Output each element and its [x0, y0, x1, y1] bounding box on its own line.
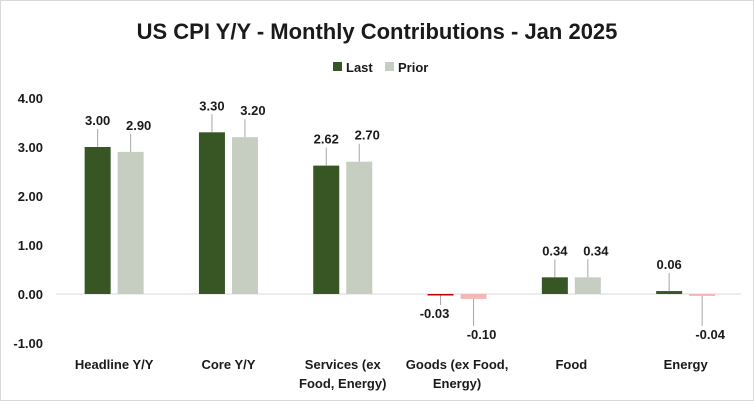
data-label: -0.10 — [467, 327, 497, 342]
data-label: 3.30 — [199, 98, 224, 113]
y-tick-label: -1.00 — [13, 336, 43, 351]
data-label: 2.62 — [314, 132, 339, 147]
x-tick-label: Food — [555, 357, 587, 372]
legend-label: Prior — [398, 60, 428, 75]
bars: 3.00 2.90 3.30 3.20 2.62 2.70 -0.03 -0.10 0.34 0.… — [84, 98, 726, 342]
bar-prior — [460, 294, 487, 299]
y-tick-label: 3.00 — [18, 140, 43, 155]
data-label: -0.04 — [695, 327, 725, 342]
y-tick-label: 2.00 — [18, 189, 43, 204]
data-label: 3.20 — [240, 103, 265, 118]
x-tick-label: Energy) — [433, 376, 481, 391]
x-tick-label: Headline Y/Y — [75, 357, 154, 372]
bar-prior — [574, 277, 601, 294]
data-label: 3.00 — [85, 113, 110, 128]
y-tick-label: 0.00 — [18, 287, 43, 302]
bar-last — [198, 132, 225, 294]
x-tick-label: Core Y/Y — [201, 357, 255, 372]
bar-prior — [689, 294, 716, 296]
y-tick-label: 4.00 — [18, 91, 43, 106]
x-tick-label: Food, Energy) — [299, 376, 386, 391]
data-label: 0.34 — [583, 243, 609, 258]
data-label: 2.90 — [126, 118, 151, 133]
x-axis: Headline Y/Y Core Y/Y Services (ex Food, En… — [75, 357, 709, 391]
legend-swatch — [333, 62, 342, 71]
x-tick-label: Energy — [664, 357, 709, 372]
legend: Last Prior — [333, 60, 428, 75]
bar-last — [427, 294, 454, 296]
bar-last — [656, 291, 683, 294]
bar-prior — [346, 161, 373, 294]
bar-last — [541, 277, 568, 294]
bar-prior — [231, 137, 258, 294]
y-tick-label: 1.00 — [18, 238, 43, 253]
chart-title: US CPI Y/Y - Monthly Contributions - Jan… — [137, 19, 618, 44]
bar-prior — [117, 151, 144, 294]
y-axis: 4.00 3.00 2.00 1.00 0.00 -1.00 — [13, 91, 43, 351]
bar-last — [84, 147, 111, 294]
bar-last — [313, 165, 340, 294]
data-label: 0.34 — [542, 243, 568, 258]
legend-swatch — [385, 62, 394, 71]
x-tick-label: Goods (ex Food, — [406, 357, 509, 372]
legend-label: Last — [346, 60, 373, 75]
data-label: 2.70 — [355, 128, 380, 143]
data-label: 0.06 — [656, 257, 681, 272]
x-tick-label: Services (ex — [305, 357, 382, 372]
data-label: -0.03 — [420, 306, 450, 321]
